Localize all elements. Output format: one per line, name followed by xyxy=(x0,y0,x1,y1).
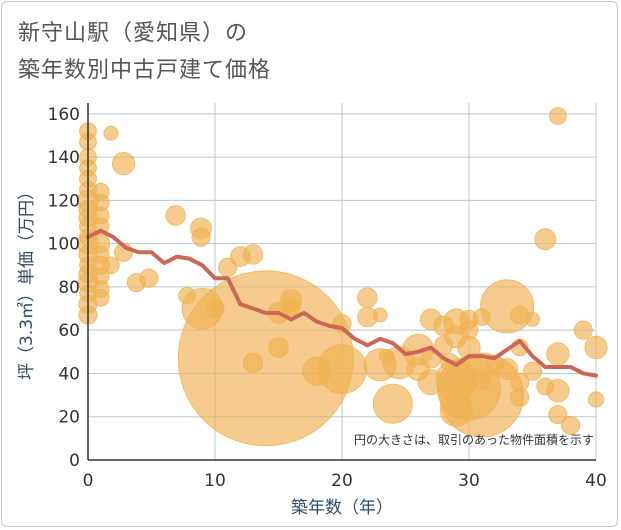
y-tick-label: 120 xyxy=(48,191,80,211)
x-tick-label: 10 xyxy=(204,471,226,491)
trend-line-layer xyxy=(86,228,598,378)
data-bubble xyxy=(281,296,301,316)
x-tick-label: 30 xyxy=(458,471,480,491)
data-bubble xyxy=(546,342,570,366)
y-tick-label: 100 xyxy=(48,235,80,255)
data-bubble xyxy=(584,335,608,360)
y-tick-label: 20 xyxy=(58,408,80,428)
axes: 0 20 40 60 80 100 120 140 160 0 10 20 30 40 xyxy=(48,103,607,491)
data-bubble xyxy=(317,344,367,395)
data-bubble xyxy=(102,256,120,275)
y-tick-label: 0 xyxy=(69,451,80,471)
data-bubble xyxy=(372,307,388,323)
x-axis-label: 築年数（年） xyxy=(291,498,393,518)
y-tick-label: 140 xyxy=(48,148,80,168)
data-bubble xyxy=(139,268,159,288)
y-tick-label: 60 xyxy=(58,321,80,341)
y-tick-label: 40 xyxy=(58,364,80,384)
data-bubble xyxy=(268,337,289,358)
data-bubble xyxy=(510,387,530,407)
data-bubble xyxy=(525,311,540,327)
data-bubble xyxy=(111,151,136,176)
data-bubble xyxy=(191,227,211,247)
data-bubble xyxy=(534,228,557,251)
data-bubble xyxy=(165,205,186,226)
x-tick-label: 40 xyxy=(585,471,607,491)
x-tick-label: 20 xyxy=(331,471,353,491)
y-tick-label: 160 xyxy=(48,105,80,125)
data-bubble xyxy=(523,361,543,381)
data-bubble xyxy=(587,391,605,408)
size-legend-note: 円の大きさは、取引のあった物件面積を示す xyxy=(354,432,594,447)
data-bubble xyxy=(548,405,568,425)
chart-title-line1: 新守山駅（愛知県）の xyxy=(18,21,249,46)
data-bubble xyxy=(496,358,519,381)
data-bubble xyxy=(242,244,264,265)
y-tick-label: 80 xyxy=(58,278,80,298)
data-bubble xyxy=(372,383,413,424)
data-bubble xyxy=(357,287,378,308)
data-bubble xyxy=(480,279,535,334)
data-bubble xyxy=(573,320,593,340)
data-bubble xyxy=(91,288,110,307)
x-tick-label: 0 xyxy=(83,471,94,491)
data-bubble xyxy=(546,379,570,403)
chart-title-line2: 築年数別中古戸建て価格 xyxy=(18,58,272,83)
data-bubble xyxy=(103,125,119,141)
y-axis-label: 坪（3.3㎡）単価（万円） xyxy=(17,183,37,380)
data-bubble xyxy=(549,107,567,125)
data-bubble xyxy=(561,415,581,435)
average-price-trend-line xyxy=(86,228,598,378)
